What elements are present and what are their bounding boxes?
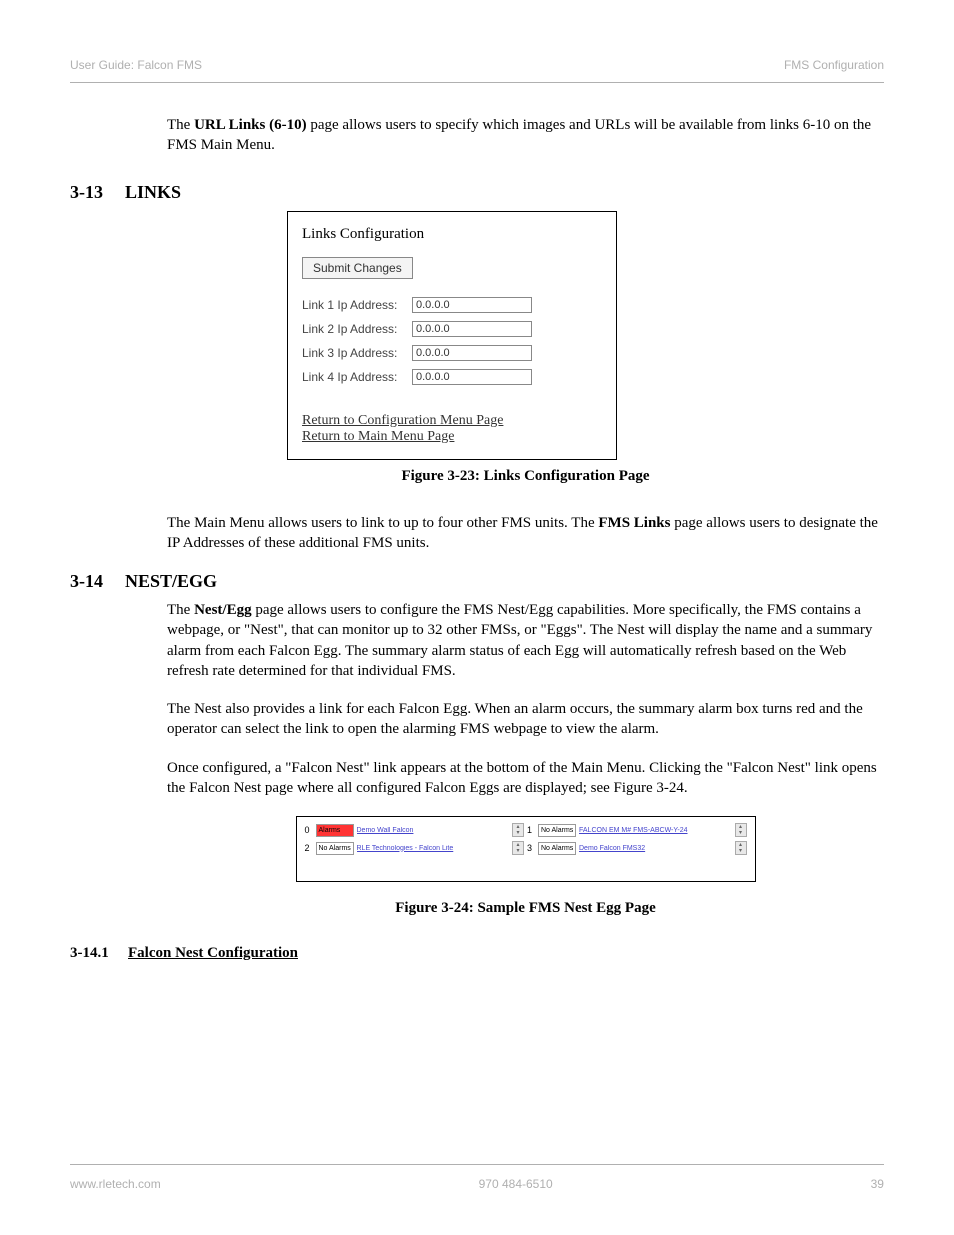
header-right: FMS Configuration — [784, 58, 884, 72]
nest-index: 0 — [305, 825, 313, 835]
nest-link[interactable]: RLE Technologies - Falcon Lite — [357, 845, 510, 852]
link-3-input[interactable]: 0.0.0.0 — [412, 345, 532, 361]
nest-link[interactable]: FALCON EM M# FMS-ABCW-Y-24 — [579, 827, 732, 834]
nest-row-0: 0 Alarms Demo Wall Falcon 1 No Alarms FA… — [305, 823, 747, 837]
figure-3-24-box: 0 Alarms Demo Wall Falcon 1 No Alarms FA… — [296, 816, 756, 882]
link-row-3: Link 3 Ip Address: 0.0.0.0 — [302, 345, 602, 361]
links-config-title: Links Configuration — [302, 226, 602, 243]
nest-paragraph-2: The Nest also provides a link for each F… — [167, 699, 884, 740]
link-1-input[interactable]: 0.0.0.0 — [412, 297, 532, 313]
nest-row-1: 2 No Alarms RLE Technologies - Falcon Li… — [305, 841, 747, 855]
subsection-number: 3-14.1 — [70, 945, 128, 962]
links-body-paragraph: The Main Menu allows users to link to up… — [167, 513, 884, 554]
figure-3-23-box: Links Configuration Submit Changes Link … — [287, 211, 617, 460]
figure-3-24-caption: Figure 3-24: Sample FMS Nest Egg Page — [167, 900, 884, 917]
link-4-label: Link 4 Ip Address: — [302, 370, 412, 384]
nest-link[interactable]: Demo Wall Falcon — [357, 827, 510, 834]
nest-status-badge: No Alarms — [316, 842, 354, 855]
scroll-icon[interactable] — [512, 841, 524, 855]
page-footer: www.rletech.com 970 484-6510 39 — [70, 1164, 884, 1191]
link-row-1: Link 1 Ip Address: 0.0.0.0 — [302, 297, 602, 313]
return-links: Return to Configuration Menu Page Return… — [302, 413, 602, 445]
section-number: 3-14 — [70, 571, 125, 592]
nest-paragraph-3: Once configured, a "Falcon Nest" link ap… — [167, 758, 884, 799]
subsection-title: Falcon Nest Configuration — [128, 945, 298, 962]
nest-status-badge: No Alarms — [538, 842, 576, 855]
nest-index: 1 — [527, 825, 535, 835]
link-row-4: Link 4 Ip Address: 0.0.0.0 — [302, 369, 602, 385]
section-title: LINKS — [125, 182, 181, 203]
submit-changes-button[interactable]: Submit Changes — [302, 257, 413, 279]
link-4-input[interactable]: 0.0.0.0 — [412, 369, 532, 385]
nest-link[interactable]: Demo Falcon FMS32 — [579, 845, 732, 852]
nest-status-badge: Alarms — [316, 824, 354, 837]
section-3-14-1: 3-14.1 Falcon Nest Configuration — [70, 945, 884, 962]
figure-3-23-caption: Figure 3-23: Links Configuration Page — [167, 468, 884, 485]
scroll-icon[interactable] — [512, 823, 524, 837]
link-1-label: Link 1 Ip Address: — [302, 298, 412, 312]
nest-paragraph-1: The Nest/Egg page allows users to config… — [167, 600, 884, 681]
nest-status-badge: No Alarms — [538, 824, 576, 837]
link-2-label: Link 2 Ip Address: — [302, 322, 412, 336]
section-number: 3-13 — [70, 182, 125, 203]
section-3-13: 3-13 LINKS — [70, 182, 884, 203]
nest-index: 2 — [305, 843, 313, 853]
page-header: User Guide: Falcon FMS FMS Configuration — [70, 58, 884, 83]
section-title: NEST/EGG — [125, 571, 217, 592]
footer-left: www.rletech.com — [70, 1177, 161, 1191]
return-config-link[interactable]: Return to Configuration Menu Page — [302, 413, 602, 429]
section-3-14: 3-14 NEST/EGG — [70, 571, 884, 592]
link-row-2: Link 2 Ip Address: 0.0.0.0 — [302, 321, 602, 337]
nest-index: 3 — [527, 843, 535, 853]
return-main-link[interactable]: Return to Main Menu Page — [302, 429, 602, 445]
footer-right: 39 — [871, 1177, 884, 1191]
intro-paragraph: The URL Links (6-10) page allows users t… — [167, 115, 884, 156]
scroll-icon[interactable] — [735, 841, 747, 855]
link-2-input[interactable]: 0.0.0.0 — [412, 321, 532, 337]
scroll-icon[interactable] — [735, 823, 747, 837]
header-left: User Guide: Falcon FMS — [70, 58, 202, 72]
footer-center: 970 484-6510 — [479, 1177, 553, 1191]
link-3-label: Link 3 Ip Address: — [302, 346, 412, 360]
